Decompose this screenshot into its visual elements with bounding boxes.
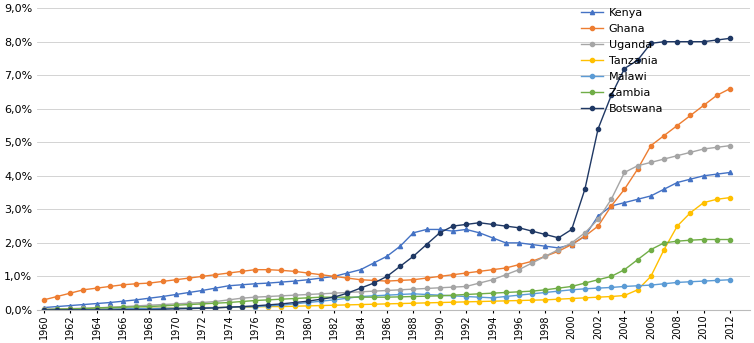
Zambia [699,237,708,241]
Tanzania [39,308,48,312]
Kenya [449,229,458,233]
Botswana [435,231,444,235]
Malawi [646,283,655,287]
Tanzania [449,300,458,304]
Line: Ghana: Ghana [41,86,732,302]
Legend: Kenya, Ghana, Uganda, Tanzania, Malawi, Zambia, Botswana: Kenya, Ghana, Uganda, Tanzania, Malawi, … [581,8,663,114]
Uganda [449,285,458,289]
Ghana [449,273,458,277]
Botswana [646,41,655,45]
Tanzania [475,299,484,304]
Uganda [567,241,576,245]
Botswana [449,224,458,228]
Line: Zambia: Zambia [41,237,732,312]
Tanzania [435,300,444,305]
Kenya [725,170,734,175]
Ghana [646,144,655,148]
Malawi [39,308,48,312]
Tanzania [646,274,655,279]
Kenya [39,306,48,310]
Ghana [725,86,734,91]
Line: Malawi: Malawi [41,277,732,312]
Line: Botswana: Botswana [41,36,732,312]
Botswana [725,36,734,40]
Botswana [39,308,48,312]
Botswana [475,221,484,225]
Kenya [475,231,484,235]
Zambia [39,308,48,312]
Malawi [435,293,444,297]
Zambia [435,294,444,298]
Zambia [475,292,484,296]
Kenya [567,243,576,247]
Kenya [224,284,233,288]
Ghana [475,269,484,273]
Zambia [567,284,576,288]
Malawi [224,305,233,309]
Kenya [435,227,444,232]
Ghana [39,298,48,302]
Line: Kenya: Kenya [41,170,732,310]
Malawi [725,278,734,282]
Ghana [435,274,444,279]
Zambia [449,293,458,297]
Uganda [646,160,655,164]
Tanzania [725,196,734,200]
Zambia [646,248,655,252]
Malawi [449,294,458,298]
Botswana [224,305,233,309]
Uganda [475,281,484,285]
Botswana [567,227,576,232]
Zambia [224,300,233,305]
Zambia [725,237,734,241]
Ghana [567,243,576,247]
Tanzania [567,296,576,300]
Tanzania [224,305,233,309]
Malawi [567,288,576,292]
Line: Uganda: Uganda [41,144,732,311]
Uganda [725,144,734,148]
Malawi [475,295,484,299]
Ghana [224,271,233,275]
Uganda [39,307,48,311]
Uganda [435,286,444,290]
Uganda [224,298,233,302]
Line: Tanzania: Tanzania [41,196,732,312]
Kenya [646,194,655,198]
